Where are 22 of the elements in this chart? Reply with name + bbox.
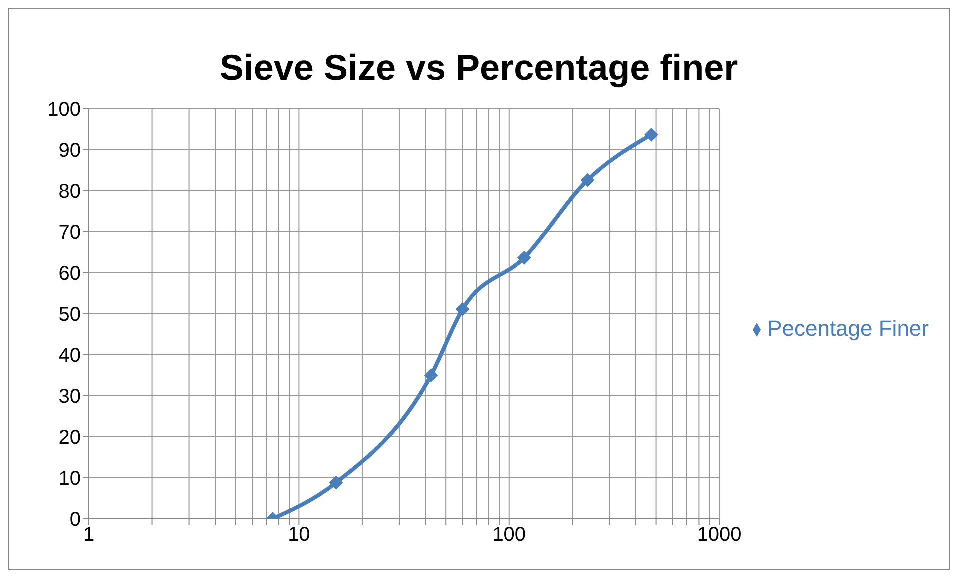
y-tick-label: 10 bbox=[58, 468, 81, 490]
x-tick-label: 100 bbox=[492, 524, 526, 546]
y-tick-label: 20 bbox=[58, 427, 81, 450]
legend-label: Pecentage Finer bbox=[768, 316, 929, 341]
y-tick-label: 40 bbox=[58, 345, 81, 368]
point bbox=[456, 302, 470, 316]
x-tick-label: 1 bbox=[83, 524, 95, 546]
x-tick-label: 10 bbox=[288, 524, 310, 546]
point bbox=[517, 250, 532, 265]
x-tick-label: 1000 bbox=[697, 524, 742, 546]
point bbox=[644, 128, 659, 142]
y-tick-label: 30 bbox=[58, 386, 81, 408]
y-tick-label: 100 bbox=[48, 99, 81, 122]
y-tick-label: 0 bbox=[70, 509, 81, 532]
y-tick-label: 90 bbox=[58, 140, 81, 162]
y-tick-label: 60 bbox=[58, 263, 81, 286]
y-tick-label: 80 bbox=[58, 181, 81, 204]
y-tick-label: 70 bbox=[58, 222, 81, 244]
point bbox=[580, 173, 595, 188]
chart-title: Sieve Size vs Percentage finer bbox=[218, 47, 740, 89]
point bbox=[329, 476, 344, 490]
y-tick-label: 50 bbox=[58, 304, 81, 326]
